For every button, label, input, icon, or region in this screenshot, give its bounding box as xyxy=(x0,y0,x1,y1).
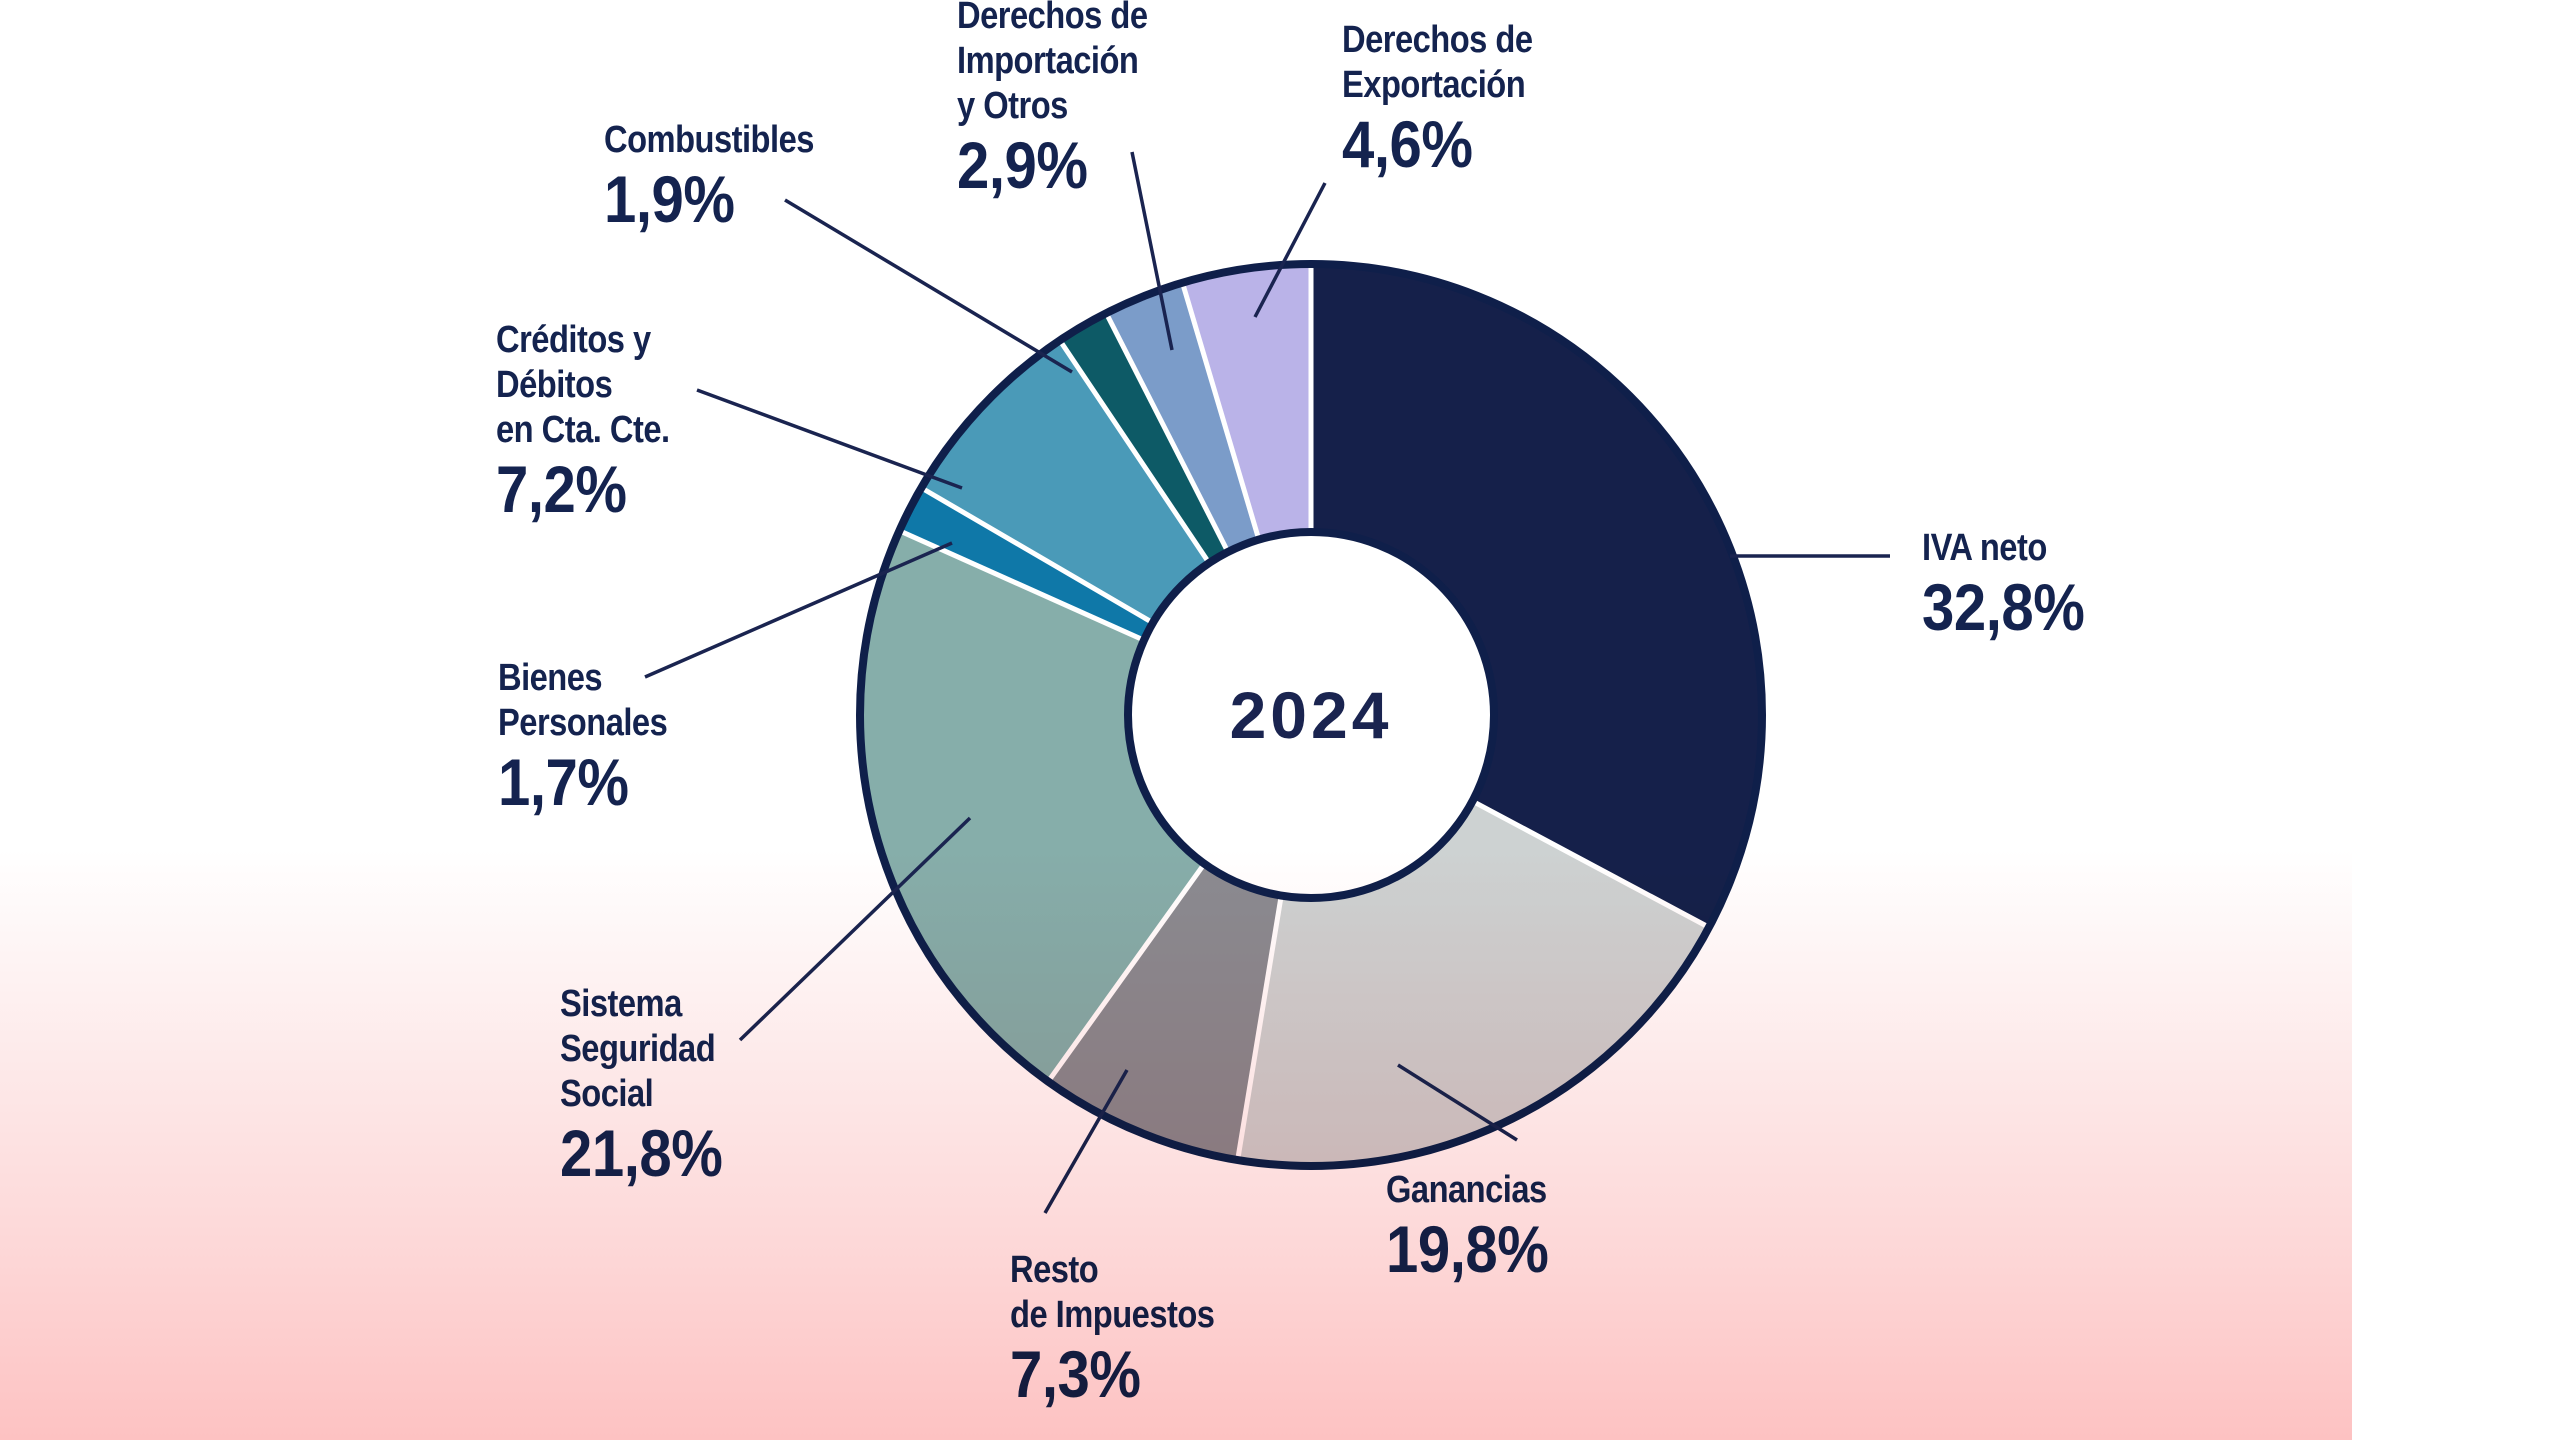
slice-importacion xyxy=(1107,285,1258,550)
label-title: Bienes xyxy=(498,657,603,699)
label-value: 32,8% xyxy=(1922,570,2085,644)
label-title: Débitos xyxy=(496,364,613,406)
label-sistema-seguridad-social: Sistema Seguridad Social 21,8% xyxy=(560,982,745,1189)
label-title: Sistema xyxy=(560,983,682,1025)
label-title: y Otros xyxy=(957,85,1068,127)
outlines-group xyxy=(856,260,1766,1170)
leader-line-importacion xyxy=(1130,151,1174,351)
slice-separator xyxy=(1059,341,1210,562)
label-resto-de-impuestos: Resto de Impuestos 7,3% xyxy=(1010,1248,1248,1410)
leader-line-creditos xyxy=(696,388,963,490)
label-title: Ganancias xyxy=(1386,1169,1547,1211)
label-derechos-de-importacion: Derechos de Importación y Otros 2,9% xyxy=(957,0,1179,201)
label-value: 19,8% xyxy=(1386,1212,1549,1286)
slice-creditos xyxy=(923,342,1208,622)
label-value: 1,9% xyxy=(604,162,735,236)
slice-separator xyxy=(922,487,1152,624)
label-title: Exportación xyxy=(1342,64,1526,106)
slice-iva xyxy=(1311,267,1759,926)
label-title: de Impuestos xyxy=(1010,1294,1215,1336)
label-title: Social xyxy=(560,1073,654,1115)
label-title: Derechos de xyxy=(1342,19,1533,61)
label-value: 21,8% xyxy=(560,1116,723,1190)
slice-bienes xyxy=(902,489,1151,639)
label-ganancias: Ganancias 19,8% xyxy=(1386,1168,1573,1285)
label-combustibles: Combustibles 1,9% xyxy=(604,118,848,235)
label-title: Personales xyxy=(498,702,668,744)
slice-combustibles xyxy=(1061,315,1227,561)
slice-separator xyxy=(1105,314,1229,551)
label-derechos-de-exportacion: Derechos de Exportación 4,6% xyxy=(1342,18,1564,180)
label-title: en Cta. Cte. xyxy=(496,409,670,451)
label-bienes-personales: Bienes Personales 1,7% xyxy=(498,656,695,818)
label-iva-neto: IVA neto 32,8% xyxy=(1922,526,2107,643)
label-value: 4,6% xyxy=(1342,107,1473,181)
label-title: Combustibles xyxy=(604,119,814,161)
label-value: 1,7% xyxy=(498,745,629,819)
label-title: Importación xyxy=(957,40,1139,82)
label-title: Resto xyxy=(1010,1249,1099,1291)
slice-separator xyxy=(901,529,1143,642)
leader-line-exportacion xyxy=(1253,182,1327,318)
label-value: 2,9% xyxy=(957,128,1088,202)
label-title: Créditos y xyxy=(496,319,651,361)
slice-exportacion xyxy=(1183,267,1311,537)
label-title: IVA neto xyxy=(1922,527,2047,569)
label-value: 7,2% xyxy=(496,452,627,526)
label-creditos-y-debitos: Créditos y Débitos en Cta. Cte. 7,2% xyxy=(496,318,698,525)
center-year-label: 2024 xyxy=(1229,678,1393,752)
label-title: Derechos de xyxy=(957,0,1148,37)
slice-separator xyxy=(1180,284,1261,538)
leader-line-bienes xyxy=(644,541,953,679)
label-title: Seguridad xyxy=(560,1028,716,1070)
label-value: 7,3% xyxy=(1010,1337,1141,1411)
leader-line-combustibles xyxy=(784,198,1073,374)
